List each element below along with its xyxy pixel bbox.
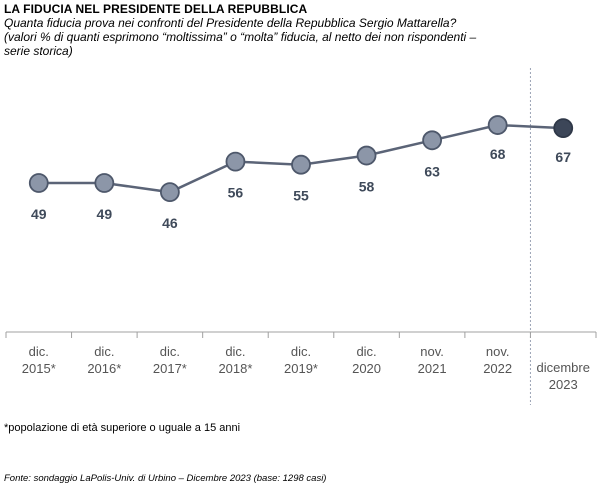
x-tick-label: nov. bbox=[486, 344, 510, 359]
line-chart: 49 49 46 56 55 58 63 68 67 dic. 2015* dic. 2016* dic.… bbox=[5, 68, 597, 405]
data-point bbox=[159, 182, 180, 203]
x-tick-label: 2022 bbox=[483, 361, 512, 376]
data-point bbox=[94, 173, 115, 193]
x-tick-label: dic. bbox=[356, 344, 376, 359]
x-tick-label: dic. bbox=[160, 344, 180, 359]
data-label: 49 bbox=[97, 206, 113, 222]
x-tick-label: dicembre bbox=[536, 360, 589, 375]
source-note: Fonte: sondaggio LaPolis-Univ. di Urbino… bbox=[4, 473, 327, 484]
x-tick-label: dic. bbox=[291, 344, 311, 359]
data-point bbox=[356, 145, 377, 166]
data-point bbox=[28, 173, 49, 193]
chart-title: LA FIDUCIA NEL PRESIDENTE DELLA REPUBBLI… bbox=[4, 2, 308, 16]
subtitle-line-2: (valori % di quanti esprimono “moltissim… bbox=[4, 30, 477, 44]
data-label: 55 bbox=[293, 188, 309, 204]
data-label: 67 bbox=[555, 149, 571, 165]
x-tick-label: dic. bbox=[29, 344, 49, 359]
x-tick-label: 2015* bbox=[22, 361, 56, 376]
data-point bbox=[291, 154, 311, 175]
x-tick-label: 2019* bbox=[284, 361, 318, 376]
data-label: 49 bbox=[31, 206, 47, 222]
data-label: 46 bbox=[162, 215, 178, 231]
x-tick-label: 2018* bbox=[218, 361, 252, 376]
data-point bbox=[422, 130, 443, 151]
x-tick-label: nov. bbox=[420, 344, 444, 359]
x-tick-label: dic. bbox=[225, 344, 245, 359]
data-point bbox=[225, 151, 246, 172]
x-tick-label: 2016* bbox=[87, 361, 121, 376]
data-point bbox=[487, 115, 508, 135]
chart-subtitle: Quanta fiducia prova nei confronti del P… bbox=[4, 16, 564, 58]
data-label: 68 bbox=[490, 146, 506, 162]
x-tick-label: 2021 bbox=[418, 361, 447, 376]
data-label: 63 bbox=[424, 163, 440, 179]
data-point bbox=[553, 118, 574, 139]
data-label: 58 bbox=[359, 179, 375, 195]
x-tick-label: 2023 bbox=[549, 377, 578, 392]
subtitle-line-3: serie storica) bbox=[4, 44, 73, 58]
footnote: *popolazione di età superiore o uguale a… bbox=[4, 422, 241, 434]
x-tick-label: dic. bbox=[94, 344, 114, 359]
x-tick-label: 2020 bbox=[352, 361, 381, 376]
subtitle-line-1: Quanta fiducia prova nei confronti del P… bbox=[4, 16, 457, 30]
data-label: 56 bbox=[228, 185, 244, 201]
x-tick-label: 2017* bbox=[153, 361, 187, 376]
